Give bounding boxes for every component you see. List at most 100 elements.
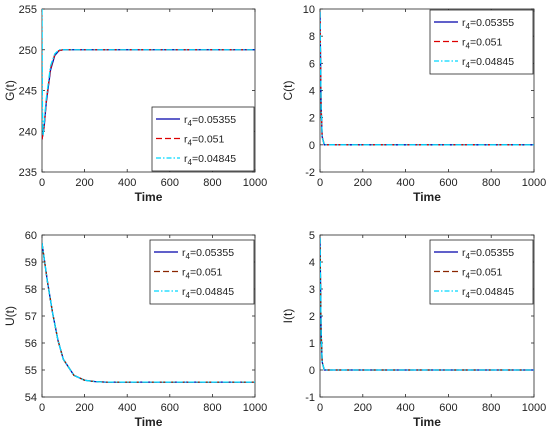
series-group [42, 243, 255, 383]
y-tick-label: 4 [309, 86, 315, 98]
series-group [42, 9, 255, 140]
y-tick-label: 8 [309, 31, 315, 43]
y-tick-label: -1 [305, 392, 315, 404]
y-axis-label: C(t) [281, 81, 295, 101]
legend-symbol: r [462, 286, 466, 298]
legend-subscript: 4 [186, 291, 191, 300]
series-line-2 [320, 237, 534, 371]
x-axis-label: Time [413, 190, 441, 204]
legend-symbol: r [182, 247, 186, 259]
x-tick-label: 800 [203, 402, 221, 414]
x-axis-label: Time [135, 415, 163, 429]
legend-entry: r4=0.05355 [462, 247, 514, 261]
legend-entry: r4=0.051 [462, 37, 503, 51]
series-group [320, 11, 534, 146]
x-tick-label: 0 [39, 177, 45, 189]
y-tick-label: 59 [25, 257, 37, 269]
y-tick-label: 3 [309, 284, 315, 296]
y-tick-label: 255 [19, 4, 37, 16]
legend-symbol: r [462, 37, 466, 49]
legend-value: =0.05355 [192, 114, 236, 126]
series-line-3 [320, 237, 534, 371]
y-tick-label: 245 [19, 86, 37, 98]
x-tick-label: 600 [439, 402, 457, 414]
x-tick-label: 0 [317, 402, 323, 414]
x-tick-label: 1000 [243, 402, 267, 414]
y-tick-label: 0 [309, 140, 315, 152]
chart-panel-3: 0 200 400 600 800 1000 54 55 56 57 58 59 60 Time U(t) r… [3, 230, 267, 429]
legend-symbol: r [462, 17, 466, 29]
x-axis-label: Time [135, 190, 163, 204]
legend-entry: r4=0.04845 [462, 56, 514, 70]
x-tick-label: 1000 [522, 177, 546, 189]
legend-value: =0.04845 [192, 153, 236, 165]
legend-entry: r4=0.05355 [462, 17, 514, 31]
series-line-3 [42, 9, 255, 136]
legend-symbol: r [182, 267, 186, 279]
x-tick-label: 800 [203, 177, 221, 189]
x-tick-label: 1000 [522, 402, 546, 414]
y-tick-label: 58 [25, 284, 37, 296]
legend-subscript: 4 [188, 139, 193, 148]
series-line-3 [320, 11, 534, 146]
legend-subscript: 4 [466, 42, 471, 51]
legend-symbol: r [462, 56, 466, 68]
legend-entry: r4=0.05355 [182, 247, 234, 261]
x-tick-label: 600 [161, 402, 179, 414]
y-tick-label: -2 [305, 167, 315, 179]
legend-value: =0.051 [190, 267, 223, 279]
legend-entry: r4=0.04845 [462, 286, 514, 300]
legend-subscript: 4 [186, 272, 191, 281]
series-line-3 [42, 243, 255, 383]
x-tick-label: 0 [39, 402, 45, 414]
x-tick-label: 200 [75, 177, 93, 189]
legend-entry: r4=0.051 [462, 267, 503, 281]
y-tick-label: 55 [25, 365, 37, 377]
legend-subscript: 4 [466, 272, 471, 281]
legend-symbol: r [184, 114, 188, 126]
legend-subscript: 4 [466, 291, 471, 300]
legend-subscript: 4 [466, 61, 471, 70]
y-tick-label: 57 [25, 311, 37, 323]
legend-entry: r4=0.051 [182, 267, 223, 281]
y-tick-label: 6 [309, 58, 315, 70]
y-tick-label: 5 [309, 230, 315, 242]
y-axis-label: U(t) [3, 306, 17, 326]
series-group [320, 237, 534, 371]
chart-panel-4: 0 200 400 600 800 1000-1012345TimeI(t)r4=0.05… [281, 230, 546, 429]
x-tick-label: 400 [396, 177, 414, 189]
series-line-2 [42, 49, 255, 140]
legend-subscript: 4 [188, 158, 193, 167]
legend-symbol: r [184, 153, 188, 165]
legend-symbol: r [184, 134, 188, 146]
legend-value: =0.04845 [470, 286, 514, 298]
legend-value: =0.04845 [470, 56, 514, 68]
legend-value: =0.051 [192, 134, 225, 146]
y-tick-label: 2 [309, 113, 315, 125]
y-axis-label: I(t) [281, 309, 295, 324]
y-tick-label: 56 [25, 338, 37, 350]
y-tick-label: 240 [19, 126, 37, 138]
legend-subscript: 4 [466, 252, 471, 261]
y-tick-label: 4 [309, 257, 315, 269]
legend-symbol: r [462, 267, 466, 279]
legend-symbol: r [462, 247, 466, 259]
legend-entry: r4=0.051 [184, 134, 225, 148]
x-tick-label: 600 [439, 177, 457, 189]
y-tick-label: 0 [309, 365, 315, 377]
legend-subscript: 4 [466, 22, 471, 31]
x-tick-label: 200 [354, 177, 372, 189]
y-tick-label: 250 [19, 45, 37, 57]
series-line-2 [320, 11, 534, 146]
x-tick-label: 200 [354, 402, 372, 414]
y-axis-label: G(t) [3, 80, 17, 101]
legend-subscript: 4 [186, 252, 191, 261]
legend-value: =0.05355 [470, 17, 514, 29]
x-tick-label: 200 [75, 402, 93, 414]
legend-entry: r4=0.05355 [184, 114, 236, 128]
chart-panel-2: 0 200 400 600 800 1000-20246810TimeC(t)r4=0.0… [281, 4, 546, 204]
